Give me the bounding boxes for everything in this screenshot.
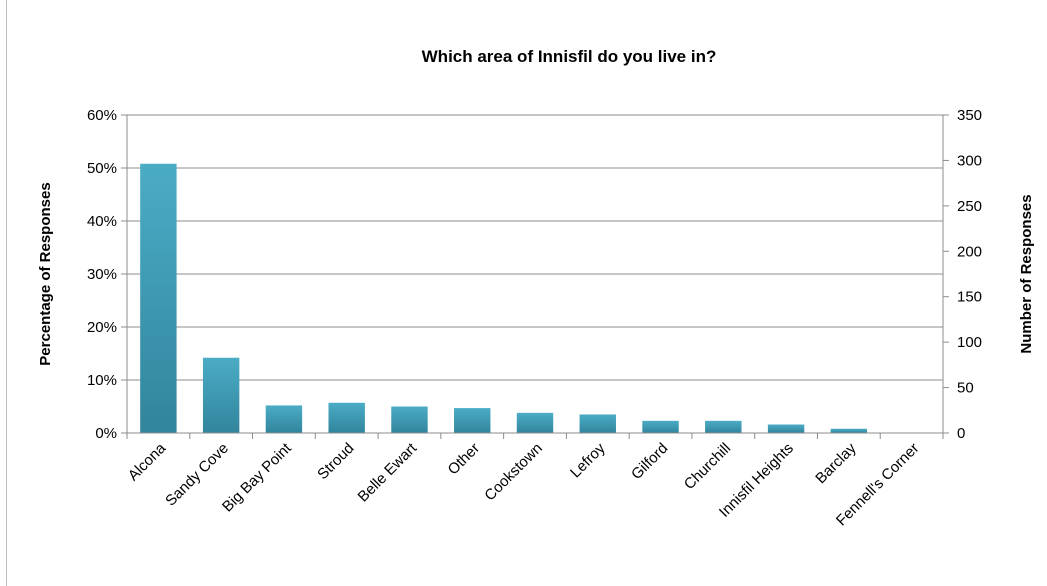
bar	[265, 405, 303, 433]
y2-tick-label: 150	[957, 289, 982, 306]
bar	[830, 428, 868, 433]
y2-tick-label: 50	[957, 380, 974, 397]
bar	[454, 408, 491, 433]
y2-tick-label: 300	[957, 152, 982, 169]
x-tick-label: Gilford	[628, 440, 671, 483]
x-tick-label: Belle Ewart	[355, 439, 421, 505]
chart-title: Which area of Innisfil do you live in?	[422, 47, 717, 66]
left-border	[6, 0, 7, 586]
axes	[121, 114, 949, 439]
y-tick-label: 60%	[87, 107, 117, 124]
y-tick-label: 30%	[87, 266, 117, 283]
gridlines	[127, 114, 943, 434]
y2-axis-title: Number of Responses	[1018, 194, 1035, 353]
y-axis-title: Percentage of Responses	[37, 182, 54, 365]
bars	[140, 163, 868, 433]
x-tick-label: Other	[445, 440, 484, 479]
bar	[579, 414, 616, 433]
y2-tick-label: 100	[957, 334, 982, 351]
y-tick-label: 20%	[87, 319, 117, 336]
y-tick-label: 10%	[87, 372, 117, 389]
x-tick-label: Alcona	[125, 439, 170, 484]
tick-labels: 0% 10% 20% 30% 40% 50% 60% 0 50 100 150 200 250 300 35…	[87, 107, 982, 529]
y-tick-label: 40%	[87, 213, 117, 230]
x-tick-label: Stroud	[314, 440, 357, 483]
x-tick-label: Sandy Cove	[162, 440, 232, 510]
x-tick-label: Cookstown	[481, 440, 545, 504]
bar	[140, 163, 177, 433]
y-tick-label: 0%	[95, 425, 117, 442]
bar	[705, 420, 742, 433]
x-tick-label: Churchill	[681, 440, 734, 493]
y2-tick-label: 0	[957, 425, 965, 442]
y2-tick-label: 200	[957, 243, 982, 260]
bar	[642, 420, 679, 433]
bar	[202, 357, 240, 433]
x-tick-label: Lefroy	[567, 439, 609, 481]
bar	[767, 424, 805, 433]
bar	[391, 406, 428, 433]
y2-tick-label: 350	[957, 107, 982, 124]
bar	[328, 402, 365, 433]
y-tick-label: 50%	[87, 160, 117, 177]
x-tick-label: Barclay	[812, 439, 860, 487]
bar	[516, 412, 554, 433]
y2-tick-label: 250	[957, 198, 982, 215]
